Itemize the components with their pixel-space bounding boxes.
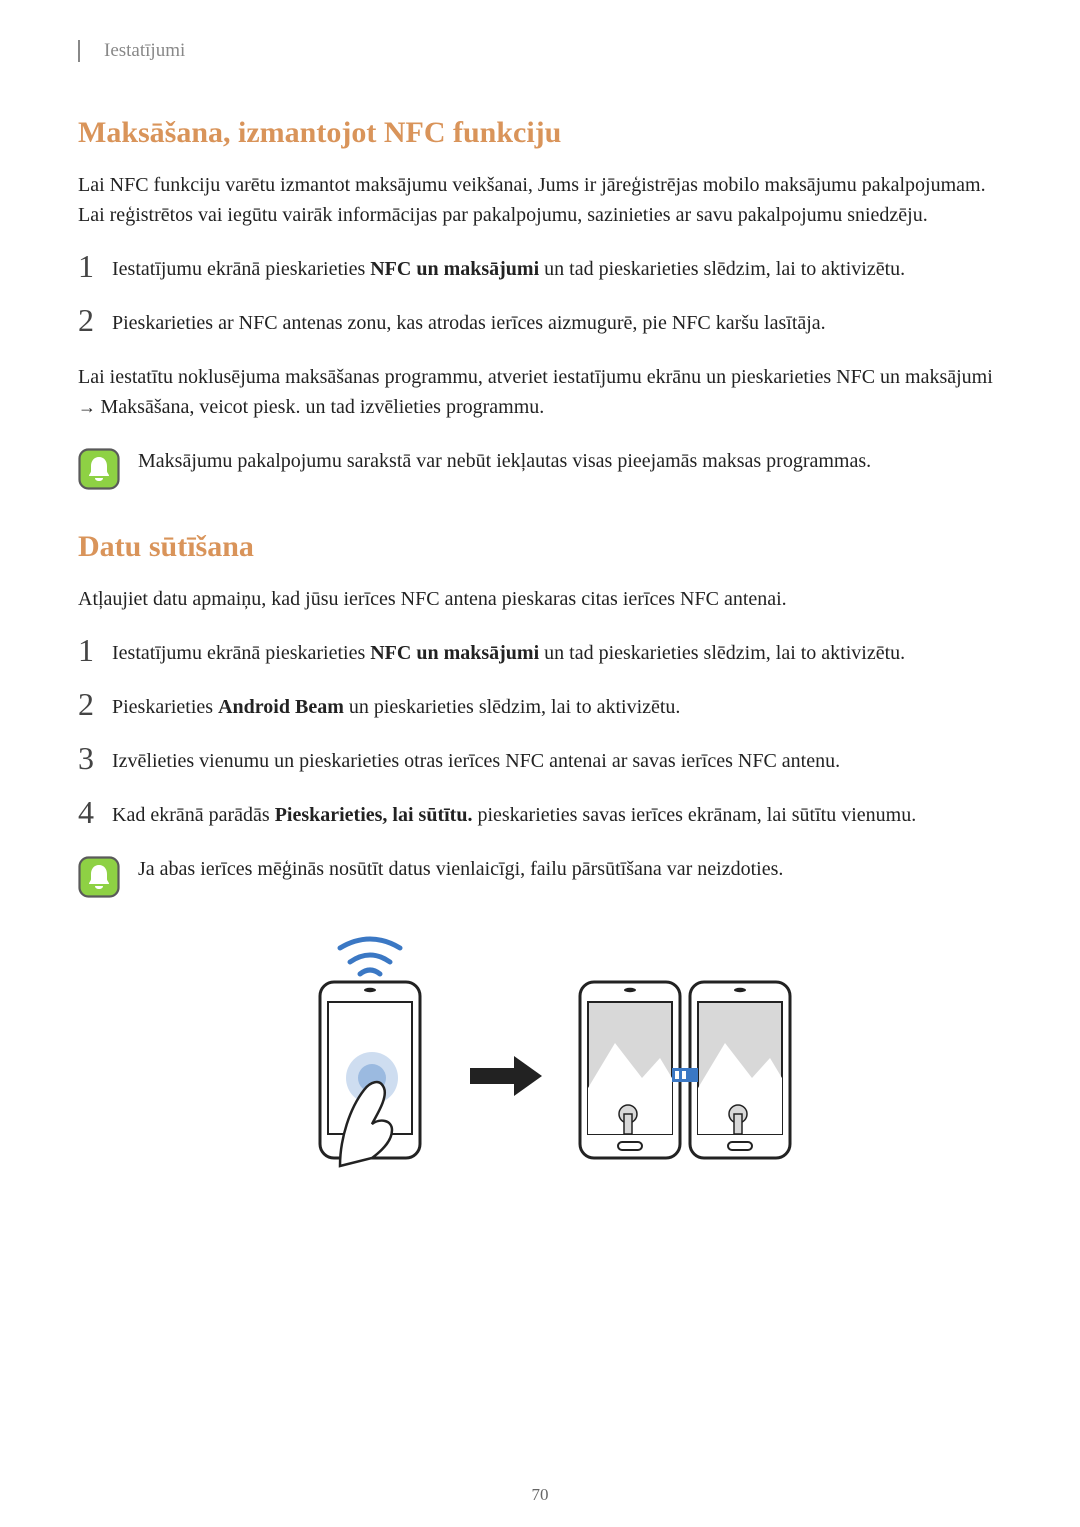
bell-note-icon — [78, 448, 120, 490]
arrow-icon: → — [78, 397, 101, 417]
step-text: Iestatījumu ekrānā pieskarieties NFC un … — [112, 254, 1002, 284]
section1-step1: 1 Iestatījumu ekrānā pieskarieties NFC u… — [78, 254, 1002, 284]
text-part: pieskarieties savas ierīces ekrānam, lai… — [472, 804, 916, 826]
text-bold: NFC un maksājumi — [836, 366, 993, 388]
step-number: 4 — [78, 796, 112, 828]
section2-step2: 2 Pieskarieties Android Beam un pieskari… — [78, 692, 1002, 722]
step-text: Iestatījumu ekrānā pieskarieties NFC un … — [112, 638, 1002, 668]
page-number: 70 — [0, 1485, 1080, 1505]
text-bold: Maksāšana, veicot piesk. — [101, 396, 301, 418]
section2-step3: 3 Izvēlieties vienumu un pieskarieties o… — [78, 746, 1002, 776]
section1-post: Lai iestatītu noklusējuma maksāšanas pro… — [78, 362, 1002, 422]
section2-step4: 4 Kad ekrānā parādās Pieskarieties, lai … — [78, 800, 1002, 830]
section2-step1: 1 Iestatījumu ekrānā pieskarieties NFC u… — [78, 638, 1002, 668]
text-part: un tad izvēlieties programmu. — [300, 396, 544, 418]
step-number: 2 — [78, 304, 112, 336]
section1-title: Maksāšana, izmantojot NFC funkciju — [78, 116, 1002, 150]
text-part: un pieskarieties slēdzim, lai to aktiviz… — [344, 696, 681, 718]
nfc-illustration — [78, 928, 1002, 1168]
step-number: 2 — [78, 688, 112, 720]
bell-note-icon — [78, 856, 120, 898]
step-number: 1 — [78, 634, 112, 666]
text-part: Lai iestatītu noklusējuma maksāšanas pro… — [78, 366, 836, 388]
nfc-beam-diagram-icon — [280, 928, 800, 1168]
text-bold: Android Beam — [218, 696, 344, 718]
step-number: 3 — [78, 742, 112, 774]
text-bold: NFC un maksājumi — [370, 642, 539, 664]
text-part: Kad ekrānā parādās — [112, 804, 275, 826]
step-text: Izvēlieties vienumu un pieskarieties otr… — [112, 746, 1002, 776]
header-area: Iestatījumi — [78, 40, 1002, 62]
text-part: un tad pieskarieties slēdzim, lai to akt… — [539, 258, 905, 280]
step-number: 1 — [78, 250, 112, 282]
section1-step2: 2 Pieskarieties ar NFC antenas zonu, kas… — [78, 308, 1002, 338]
note-text: Maksājumu pakalpojumu sarakstā var nebūt… — [138, 446, 1002, 476]
page-content: Iestatījumi Maksāšana, izmantojot NFC fu… — [0, 0, 1080, 1198]
section2-intro: Atļaujiet datu apmaiņu, kad jūsu ierīces… — [78, 584, 1002, 614]
text-bold: Pieskarieties, lai sūtītu. — [275, 804, 473, 826]
step-text: Pieskarieties Android Beam un pieskariet… — [112, 692, 1002, 722]
section1-note: Maksājumu pakalpojumu sarakstā var nebūt… — [78, 446, 1002, 490]
header-label: Iestatījumi — [104, 40, 1002, 62]
section1-intro: Lai NFC funkciju varētu izmantot maksāju… — [78, 170, 1002, 230]
note-text: Ja abas ierīces mēģinās nosūtīt datus vi… — [138, 854, 1002, 884]
text-part: Iestatījumu ekrānā pieskarieties — [112, 258, 370, 280]
section2-note: Ja abas ierīces mēģinās nosūtīt datus vi… — [78, 854, 1002, 898]
text-part: un tad pieskarieties slēdzim, lai to akt… — [539, 642, 905, 664]
step-text: Pieskarieties ar NFC antenas zonu, kas a… — [112, 308, 1002, 338]
text-part: Pieskarieties — [112, 696, 218, 718]
text-part: Iestatījumu ekrānā pieskarieties — [112, 642, 370, 664]
text-bold: NFC un maksājumi — [370, 258, 539, 280]
step-text: Kad ekrānā parādās Pieskarieties, lai sū… — [112, 800, 1002, 830]
section2-title: Datu sūtīšana — [78, 530, 1002, 564]
